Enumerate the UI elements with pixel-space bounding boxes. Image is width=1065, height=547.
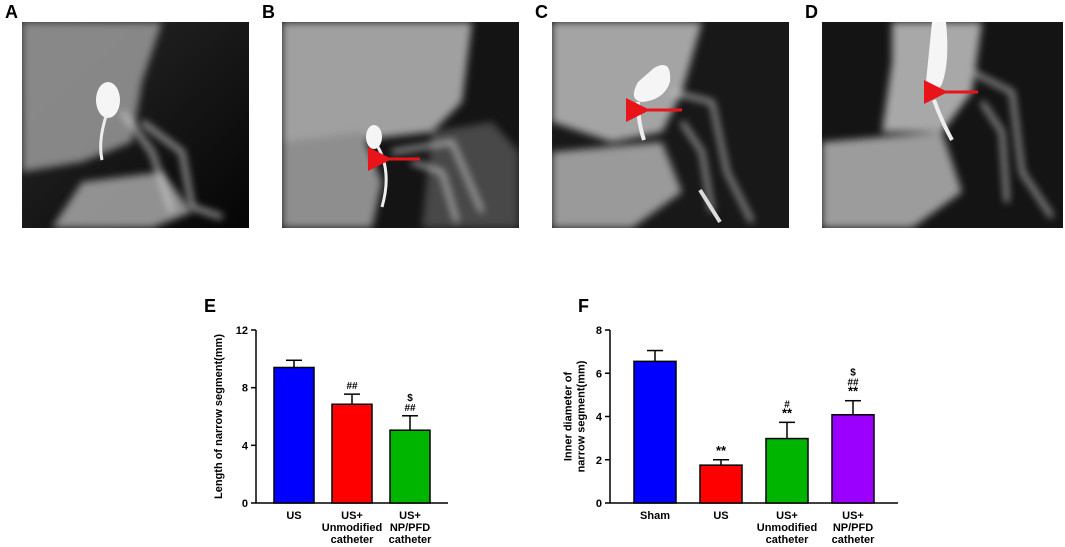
significance-mark: ## — [346, 381, 358, 392]
xray-image-d — [822, 22, 1063, 228]
y-tick-label: 4 — [242, 440, 249, 452]
y-tick-label: 6 — [596, 368, 602, 380]
significance-mark: ** — [716, 443, 727, 458]
bar-0 — [633, 360, 677, 504]
y-axis-label: Length of narrow segment(mm) — [213, 334, 225, 499]
panel-label-d: D — [805, 2, 818, 22]
y-axis-label: narrow segment(mm) — [576, 360, 588, 472]
xray-image-c — [552, 22, 789, 228]
x-tick-label: NP/PFD — [390, 522, 430, 534]
significance-mark: ** — [782, 405, 793, 420]
y-tick-label: 8 — [242, 383, 248, 395]
y-axis-label: Inner diameter of — [563, 372, 575, 462]
x-tick-label: US+ — [341, 510, 363, 522]
y-tick-label: 0 — [596, 498, 602, 510]
y-tick-label: 12 — [236, 325, 248, 337]
xray-image-a — [22, 22, 249, 228]
panel-label-c: C — [535, 2, 548, 22]
x-tick-label: Unmodified — [322, 522, 383, 534]
panel-label-e: E — [204, 296, 217, 316]
chart-f: 0 2 4 6 8 Inner diameter of narrow segment(mm)… — [563, 325, 898, 546]
bar-3 — [831, 414, 875, 504]
significance-mark: $ — [850, 368, 856, 379]
significance-mark: ## — [847, 378, 859, 389]
x-tick-label: US+ — [842, 510, 864, 522]
x-tick-label: US — [286, 510, 301, 522]
y-tick-label: 8 — [596, 325, 602, 337]
x-tick-label: NP/PFD — [833, 522, 873, 534]
panel-label-f: F — [578, 296, 589, 316]
significance-mark: # — [784, 399, 790, 410]
panel-label-b: B — [262, 2, 275, 22]
x-tick-label: Sham — [640, 510, 670, 522]
chart-e: 0 4 8 12 Length of narrow segment(mm) US ## US+… — [213, 325, 448, 546]
x-tick-label: catheter — [832, 534, 876, 546]
panel-label-a: A — [5, 2, 18, 22]
x-tick-label: catheter — [389, 534, 433, 546]
y-tick-label: 4 — [596, 412, 603, 424]
x-tick-label: Unmodified — [757, 522, 818, 534]
bar-0 — [273, 366, 315, 504]
bar-2 — [765, 437, 809, 504]
x-tick-label: US — [713, 510, 728, 522]
significance-mark: ## — [404, 403, 416, 414]
bar-2 — [389, 429, 431, 504]
x-tick-label: US+ — [399, 510, 421, 522]
y-tick-label: 0 — [242, 498, 248, 510]
xray-image-b — [282, 22, 519, 228]
x-tick-label: US+ — [776, 510, 798, 522]
x-tick-label: catheter — [331, 534, 375, 546]
significance-mark: $ — [407, 393, 413, 404]
x-tick-label: catheter — [766, 534, 810, 546]
y-tick-label: 2 — [596, 455, 602, 467]
significance-mark: ** — [848, 384, 859, 399]
bar-1 — [699, 464, 743, 504]
bar-1 — [331, 403, 373, 504]
